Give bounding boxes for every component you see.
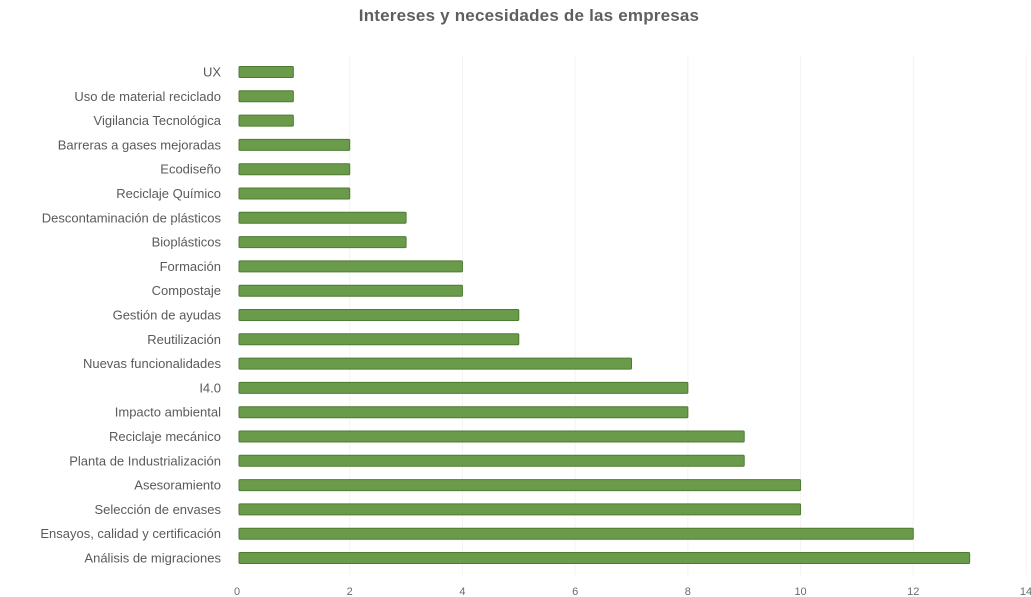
bar [238, 236, 407, 249]
x-tick-label: 2 [347, 586, 353, 597]
x-tick-label: 6 [572, 586, 578, 597]
x-tick-label: 0 [234, 586, 240, 597]
bar [238, 333, 520, 346]
category-label: Reutilización [147, 332, 221, 347]
bar [238, 454, 745, 467]
bar [238, 357, 632, 370]
category-labels: UX Uso de material reciclado Vigilancia Te… [40, 65, 221, 566]
x-tick-label: 8 [685, 586, 691, 597]
category-label: Uso de material reciclado [74, 89, 221, 104]
bar [238, 66, 294, 78]
category-label: Formación [160, 259, 221, 274]
category-label: Nuevas funcionalidades [83, 356, 222, 371]
chart-title: Intereses y necesidades de las empresas [358, 6, 700, 25]
bar-layer [238, 66, 971, 564]
category-label: Asesoramiento [134, 478, 221, 493]
bar [238, 527, 914, 540]
bar [238, 479, 802, 492]
bar [238, 187, 351, 200]
category-label: Bioplásticos [152, 235, 222, 250]
bar [238, 138, 351, 151]
bar [238, 211, 407, 224]
category-label: Ecodiseño [160, 162, 221, 177]
bar [238, 503, 802, 516]
category-label: Vigilancia Tecnológica [94, 113, 222, 128]
category-label: Ensayos, calidad y certificación [40, 526, 221, 541]
category-label: Análisis de migraciones [84, 551, 221, 566]
category-label: Selección de envases [95, 502, 222, 517]
category-label: Barreras a gases mejoradas [58, 137, 222, 152]
bar [238, 163, 351, 176]
bar [238, 260, 463, 273]
category-label: Compostaje [152, 283, 221, 298]
x-tick-labels: 0 2 4 6 8 10 12 14 [234, 586, 1031, 597]
category-label: Descontaminación de plásticos [42, 210, 222, 225]
category-label: Reciclaje mecánico [109, 429, 221, 444]
bar [238, 381, 689, 394]
x-tick-label: 12 [907, 586, 919, 597]
x-tick-label: 14 [1020, 586, 1031, 597]
category-label: UX [203, 65, 221, 80]
bar [238, 552, 971, 564]
bar [238, 309, 520, 321]
category-label: I4.0 [199, 380, 221, 395]
category-label: Reciclaje Químico [116, 186, 221, 201]
category-label: Planta de Industrialización [69, 453, 221, 468]
x-tick-label: 10 [794, 586, 806, 597]
bar [238, 430, 745, 443]
bar [238, 406, 689, 419]
bar [238, 284, 463, 297]
x-tick-label: 4 [459, 586, 465, 597]
bar [238, 114, 294, 127]
category-label: Gestión de ayudas [113, 308, 222, 323]
bar [238, 90, 294, 103]
category-label: Impacto ambiental [115, 405, 221, 420]
